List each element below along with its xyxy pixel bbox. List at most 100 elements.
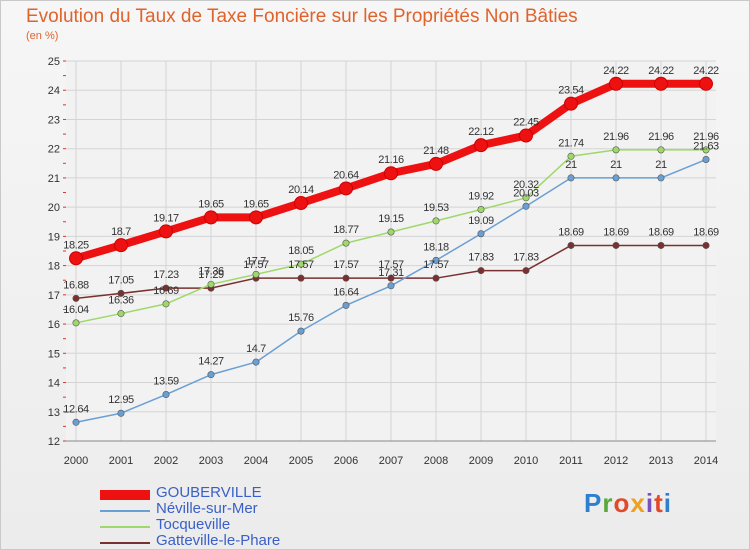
data-label: 17.83 (468, 252, 494, 264)
data-label: 21.74 (558, 137, 584, 149)
series-0 (69, 76, 713, 266)
data-label: 20.14 (288, 184, 314, 196)
data-label: 17.36 (198, 265, 224, 277)
data-point (567, 152, 575, 160)
data-point (294, 196, 308, 211)
data-point (564, 96, 578, 111)
data-point (72, 418, 80, 426)
data-point (387, 228, 395, 236)
data-label: 24.22 (693, 65, 719, 77)
data-label: 12.95 (108, 394, 134, 406)
legend-label: GOUBERVILLE (156, 484, 262, 501)
data-point (522, 267, 530, 275)
data-point (702, 241, 710, 249)
logo-letter: r (602, 488, 614, 518)
data-point (612, 146, 620, 154)
data-label: 19.09 (468, 215, 494, 227)
y-tick-label: 17 (48, 290, 60, 302)
data-label: 16.36 (108, 295, 134, 307)
data-point (567, 174, 575, 182)
data-point (72, 319, 80, 327)
data-point (699, 76, 713, 91)
data-label: 17.57 (288, 259, 314, 271)
legend-swatch (100, 542, 150, 544)
data-label: 21 (565, 159, 577, 171)
x-tick-label: 2010 (514, 455, 538, 467)
legend-swatch (100, 490, 150, 500)
data-label: 19.17 (153, 212, 179, 224)
data-point (342, 301, 350, 309)
data-label: 16.64 (333, 286, 359, 298)
logo-letter: i (663, 488, 672, 518)
x-tick-label: 2009 (469, 455, 493, 467)
data-point (609, 76, 623, 91)
legend-label: Tocqueville (156, 516, 231, 533)
x-tick-label: 2012 (604, 455, 628, 467)
data-point (204, 210, 218, 225)
data-point (522, 194, 530, 202)
data-label: 18.25 (63, 239, 89, 251)
data-point (297, 274, 305, 282)
data-label: 16.88 (63, 279, 89, 291)
y-tick-label: 13 (48, 407, 60, 419)
x-tick-label: 2002 (154, 455, 178, 467)
data-point (387, 282, 395, 290)
data-point (657, 146, 665, 154)
logo-letter: P (584, 488, 603, 518)
data-label: 18.69 (558, 226, 584, 238)
data-point (249, 210, 263, 225)
data-point (477, 267, 485, 275)
data-point (72, 294, 80, 302)
data-label: 21.96 (603, 131, 629, 143)
logo-letter: i (645, 488, 655, 518)
data-label: 18.69 (648, 226, 674, 238)
data-label: 17.23 (153, 269, 179, 281)
data-point (432, 256, 440, 264)
data-point (477, 205, 485, 213)
data-point (702, 146, 710, 154)
data-label: 17.57 (333, 259, 359, 271)
data-label: 19.53 (423, 202, 449, 214)
data-label: 17.31 (378, 267, 404, 279)
data-label: 13.59 (153, 376, 179, 388)
data-label: 17.57 (423, 259, 449, 271)
data-label: 18.69 (603, 226, 629, 238)
data-point (477, 230, 485, 238)
legend-swatch (100, 526, 150, 528)
data-point (207, 371, 215, 379)
data-point (117, 409, 125, 417)
series-1 (72, 156, 710, 426)
data-point (612, 174, 620, 182)
data-point (162, 391, 170, 399)
data-point (297, 327, 305, 335)
data-point (252, 270, 260, 278)
x-tick-label: 2005 (289, 455, 313, 467)
data-point (432, 274, 440, 282)
data-label: 18.69 (693, 226, 719, 238)
data-label: 16.04 (63, 304, 89, 316)
data-label: 17.7 (246, 255, 266, 267)
y-tick-label: 15 (48, 348, 60, 360)
data-label: 21.48 (423, 145, 449, 157)
data-label: 17.57 (378, 259, 404, 271)
x-tick-label: 2008 (424, 455, 448, 467)
x-tick-label: 2000 (64, 455, 88, 467)
data-point (342, 274, 350, 282)
data-label: 24.22 (603, 65, 629, 77)
y-tick-label: 20 (48, 202, 60, 214)
data-point (612, 241, 620, 249)
data-label: 17.57 (243, 259, 269, 271)
data-label: 19.65 (198, 198, 224, 210)
y-tick-label: 14 (48, 378, 60, 390)
logo-letter: x (630, 488, 646, 518)
data-point (429, 156, 443, 171)
data-label: 22.12 (468, 126, 494, 138)
logo-letter: o (613, 488, 631, 518)
y-tick-label: 23 (48, 114, 60, 126)
data-point (657, 241, 665, 249)
data-point (252, 358, 260, 366)
data-point (432, 217, 440, 225)
series-2 (72, 146, 710, 327)
y-tick-label: 16 (48, 319, 60, 331)
data-label: 21 (610, 159, 622, 171)
